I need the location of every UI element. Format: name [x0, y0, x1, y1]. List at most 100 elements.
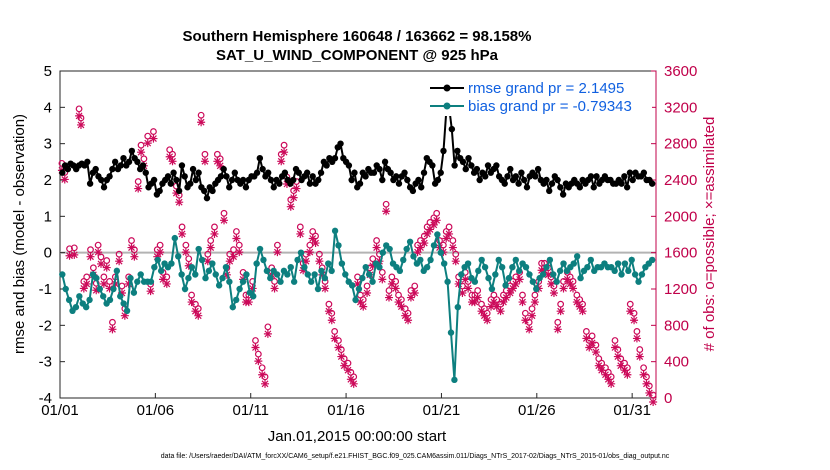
bias-series-point [447, 329, 455, 336]
obs-assimilated-marker [270, 284, 279, 293]
rmse-series-point [209, 187, 216, 195]
rmse-series-point [345, 162, 353, 169]
bias-series-point [471, 278, 479, 285]
obs-assimilated-marker [117, 289, 126, 297]
rmse-series-point [482, 173, 489, 180]
bias-series-point [222, 264, 230, 271]
obs-assimilated-marker [384, 293, 393, 302]
y-left-tick-label: 3 [44, 136, 52, 153]
obs-assimilated-marker [254, 357, 263, 366]
y-right-tick-label: 2000 [664, 208, 697, 225]
obs-assimilated-marker [225, 257, 234, 266]
obs-assimilated-marker [569, 284, 578, 293]
legend-bias-label: bias grand pr = -0.79343 [468, 98, 632, 115]
obs-possible-marker [75, 105, 83, 113]
bias-series-point [263, 267, 271, 275]
obs-possible-marker [411, 282, 419, 290]
obs-possible-marker [128, 237, 135, 244]
bias-series-point [458, 271, 465, 278]
bias-series-point [444, 278, 451, 285]
obs-possible-marker [623, 364, 631, 372]
obs-assimilated-marker [94, 248, 103, 257]
obs-possible-marker [617, 355, 625, 363]
rmse-series-point [64, 165, 72, 173]
rmse-series-point [92, 165, 99, 173]
bias-series-point [365, 271, 373, 278]
bias-series-point [335, 242, 342, 249]
y-axis-label-right: # of obs: o=possible; ×=assimilated [701, 117, 718, 352]
obs-assimilated-marker [248, 284, 257, 293]
bias-series-point [100, 293, 107, 300]
bias-series-point [611, 267, 618, 275]
bias-series-point [314, 285, 322, 293]
obs-assimilated-marker [251, 343, 260, 352]
obs-assimilated-marker [639, 370, 648, 379]
obs-assimilated-marker [261, 379, 270, 388]
obs-possible-marker [588, 332, 596, 340]
obs-assimilated-marker [216, 161, 225, 170]
obs-possible-marker [331, 328, 339, 335]
rmse-series-point [309, 173, 316, 180]
obs-assimilated-marker [334, 343, 343, 352]
obs-possible-marker [528, 305, 536, 313]
rmse-series-point [543, 176, 550, 184]
rmse-series-point [434, 176, 442, 184]
rmse-series-point [226, 184, 233, 191]
obs-assimilated-marker [645, 388, 654, 397]
obs-assimilated-marker [172, 189, 181, 198]
bias-series-point [185, 274, 192, 282]
rmse-series-point [404, 176, 411, 184]
bias-series-point [434, 231, 441, 238]
rmse-series-point [523, 184, 531, 191]
obs-possible-marker [83, 273, 91, 281]
rmse-series-point [501, 180, 508, 187]
obs-assimilated-marker [289, 193, 298, 202]
obs-possible-marker [392, 278, 400, 285]
obs-possible-marker [645, 382, 653, 390]
bias-series-point [475, 267, 482, 275]
obs-assimilated-marker [588, 338, 597, 347]
bias-series-point [543, 264, 550, 271]
obs-assimilated-marker [220, 216, 229, 225]
rmse-series-point [223, 173, 230, 180]
obs-possible-marker [140, 155, 148, 163]
obs-possible-marker [220, 209, 228, 217]
bias-series-point [546, 256, 554, 264]
obs-assimilated-marker [511, 279, 520, 288]
legend-rmse-marker [443, 84, 451, 92]
obs-assimilated-marker [229, 252, 238, 261]
obs-assimilated-marker [213, 157, 222, 166]
obs-assimilated-marker [235, 248, 244, 257]
x-tick-label: 01/31 [613, 402, 651, 419]
bias-series-point [215, 282, 223, 289]
rmse-series-point [520, 176, 528, 184]
obs-assimilated-marker [382, 207, 391, 216]
obs-assimilated-marker [143, 139, 152, 148]
obs-possible-marker [449, 237, 457, 244]
obs-assimilated-marker [553, 325, 562, 334]
legend-rmse-label: rmse grand pr = 2.1495 [468, 80, 624, 97]
obs-possible-marker [337, 346, 345, 353]
obs-assimilated-marker [477, 307, 486, 316]
obs-possible-marker [433, 209, 441, 217]
obs-assimilated-marker [153, 252, 162, 261]
bias-series-point [498, 264, 506, 271]
obs-possible-marker [636, 346, 644, 353]
bias-series-point [290, 278, 298, 285]
rmse-series-point [484, 162, 492, 169]
obs-assimilated-marker [451, 257, 460, 266]
obs-possible-marker [614, 346, 622, 353]
obs-possible-marker [582, 328, 590, 335]
rmse-series-point [507, 165, 514, 173]
legend-box [430, 72, 652, 116]
obs-possible-marker [643, 373, 650, 381]
obs-assimilated-marker [429, 220, 438, 229]
obs-possible-marker [579, 300, 586, 308]
obs-possible-marker [397, 296, 405, 304]
bias-series-point [294, 256, 301, 264]
obs-assimilated-marker [591, 348, 600, 357]
obs-assimilated-marker [508, 284, 517, 293]
rmse-series-point [290, 176, 297, 184]
rmse-series-point [518, 169, 525, 176]
obs-assimilated-marker [632, 334, 641, 343]
